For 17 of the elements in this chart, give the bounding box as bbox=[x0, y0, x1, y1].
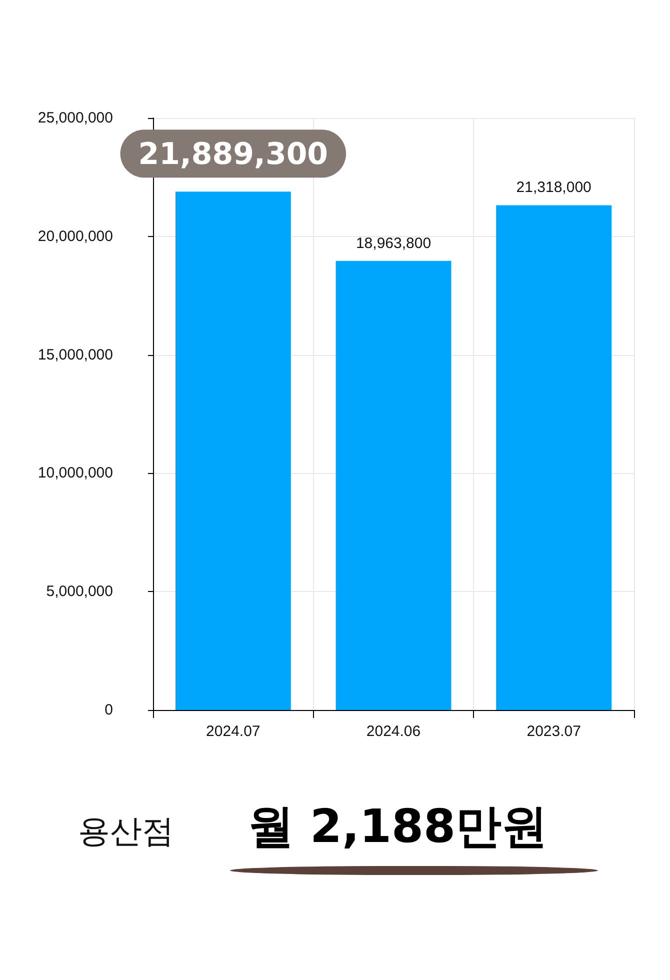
bar bbox=[496, 205, 612, 710]
y-tick-label: 0 bbox=[104, 702, 113, 718]
bar bbox=[336, 260, 452, 710]
data-label: 21,889,300 bbox=[138, 137, 328, 172]
x-tick-label: 2024.07 bbox=[206, 723, 260, 740]
y-tick-label: 15,000,000 bbox=[38, 346, 113, 364]
x-tick-label: 2024.06 bbox=[366, 723, 421, 740]
bar bbox=[175, 192, 291, 710]
y-tick-label: 20,000,000 bbox=[38, 228, 113, 245]
data-label: 18,963,800 bbox=[356, 234, 432, 252]
text: 월 2,188만원 bbox=[248, 798, 548, 855]
y-tick-label: 10,000,000 bbox=[38, 464, 113, 482]
y-tick-label: 5,000,000 bbox=[46, 583, 113, 600]
text: 용산점 bbox=[78, 811, 174, 852]
y-tick-label: 25,000,000 bbox=[38, 110, 113, 126]
x-tick-label: 2023.07 bbox=[526, 723, 581, 740]
data-label: 21,318,000 bbox=[516, 179, 592, 196]
